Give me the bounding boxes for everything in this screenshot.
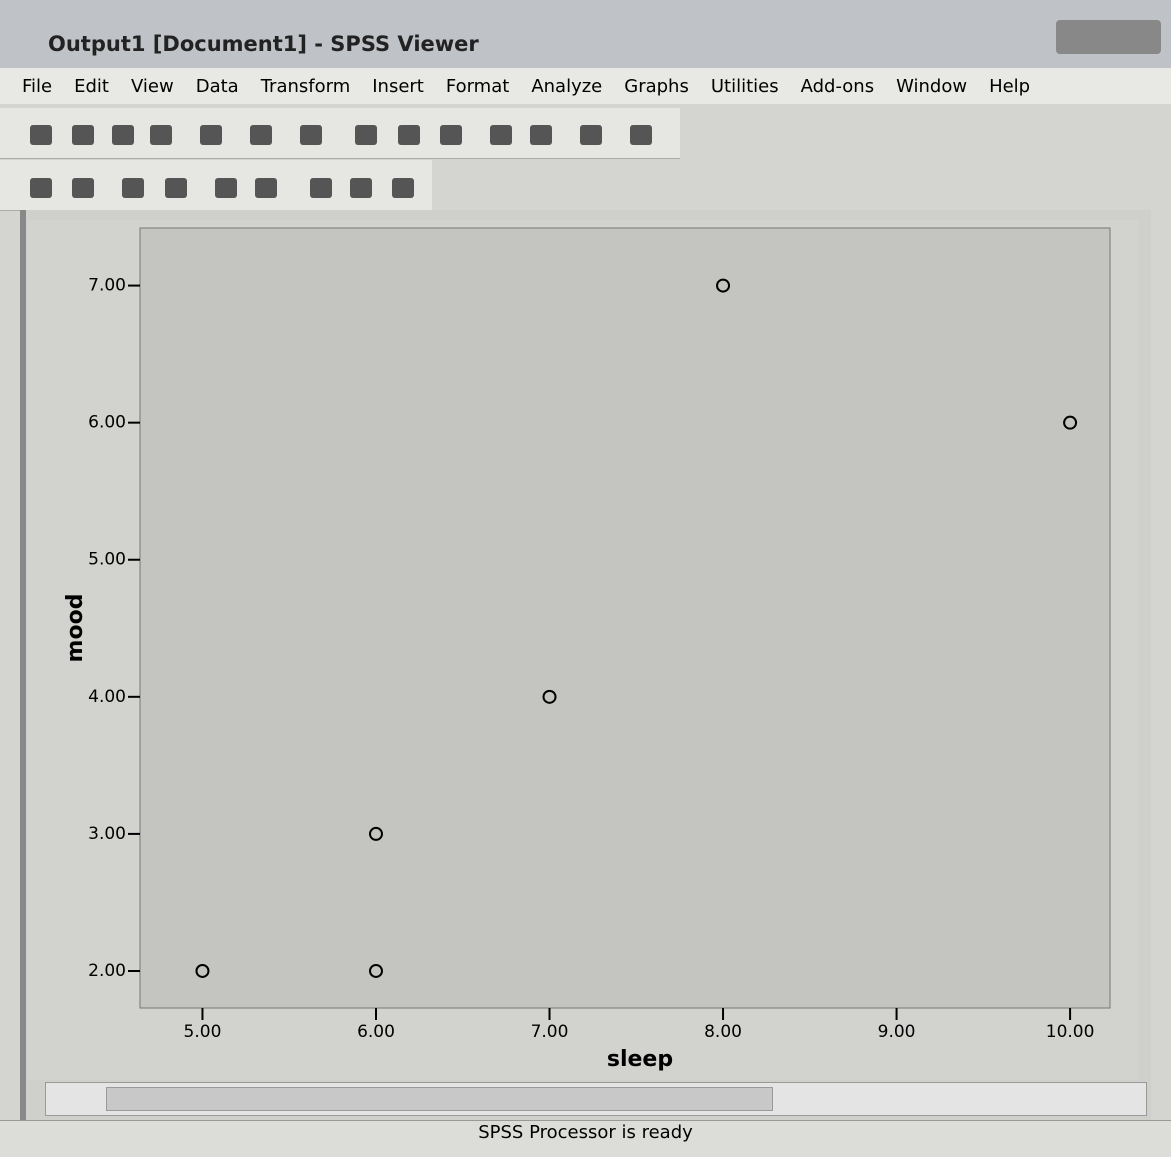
x-tick-label: 8.00: [704, 1022, 742, 1042]
toolbar-button[interactable]: [215, 178, 237, 198]
y-tick-label: 5.00: [88, 550, 126, 570]
toolbar-button[interactable]: [112, 125, 134, 145]
toolbar-button[interactable]: [122, 178, 144, 198]
toolbar-button[interactable]: [200, 125, 222, 145]
page: Output1 [Document1] - SPSS Viewer FileEd…: [0, 0, 1171, 1156]
toolbar-button[interactable]: [72, 125, 94, 145]
y-tick-label: 2.00: [88, 961, 126, 981]
x-tick-label: 5.00: [184, 1022, 222, 1042]
toolbar-button[interactable]: [300, 125, 322, 145]
toolbar-button[interactable]: [30, 125, 52, 145]
x-tick-label: 6.00: [357, 1022, 395, 1042]
toolbar-button[interactable]: [250, 125, 272, 145]
y-tick-label: 7.00: [88, 276, 126, 296]
toolbar-button[interactable]: [398, 125, 420, 145]
toolbar-button[interactable]: [355, 125, 377, 145]
toolbar-button[interactable]: [150, 125, 172, 145]
x-tick-label: 7.00: [531, 1022, 569, 1042]
toolbar-button[interactable]: [630, 125, 652, 145]
x-tick-label: 10.00: [1046, 1022, 1095, 1042]
y-tick-label: 6.00: [88, 413, 126, 433]
toolbar-button[interactable]: [255, 178, 277, 198]
toolbar-button[interactable]: [392, 178, 414, 198]
y-tick-label: 3.00: [88, 824, 126, 844]
y-tick-label: 4.00: [88, 687, 126, 707]
toolbar-button[interactable]: [165, 178, 187, 198]
toolbar-button[interactable]: [580, 125, 602, 145]
toolbar-button[interactable]: [530, 125, 552, 145]
chart: 2.00 3.00 4.00 5.00 6.00 7.00 5.00 6.00 7.00 8.00…: [0, 0, 1171, 1156]
toolbar-button[interactable]: [72, 178, 94, 198]
x-tick-label: 9.00: [878, 1022, 916, 1042]
toolbar-button[interactable]: [350, 178, 372, 198]
toolbar-button[interactable]: [310, 178, 332, 198]
y-axis-title: mood: [63, 594, 88, 663]
toolbar-button[interactable]: [440, 125, 462, 145]
toolbar-button[interactable]: [30, 178, 52, 198]
plot-area: [140, 228, 1110, 1008]
x-axis-title: sleep: [607, 1047, 673, 1072]
toolbar-button[interactable]: [490, 125, 512, 145]
